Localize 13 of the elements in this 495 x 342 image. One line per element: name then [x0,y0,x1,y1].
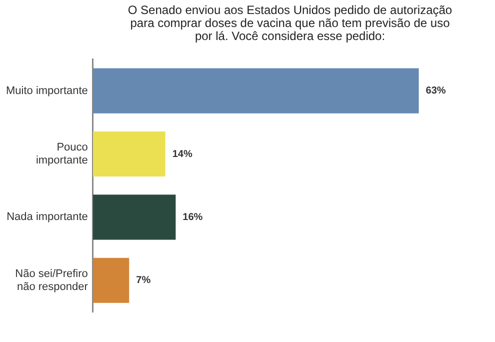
data-label: 16% [182,212,203,223]
bar [92,68,419,114]
bar [92,194,176,240]
bar [92,131,166,177]
data-label: 14% [172,148,192,160]
data-label: 7% [136,275,151,286]
y-tick-label: Nada importante [6,211,88,224]
bar [92,258,130,303]
data-label: 63% [426,86,446,97]
y-tick-label: Pouco importante [36,141,88,167]
y-tick-label: Não sei/Prefiro não responder [15,268,88,294]
y-tick-label: Muito importante [6,84,88,97]
chart-title: O Senado enviou aos Estados Unidos pedido de autorização para comprar doses de vacina que não tem previsão de uso por lá. Você considera esse pedido: [126,3,454,43]
